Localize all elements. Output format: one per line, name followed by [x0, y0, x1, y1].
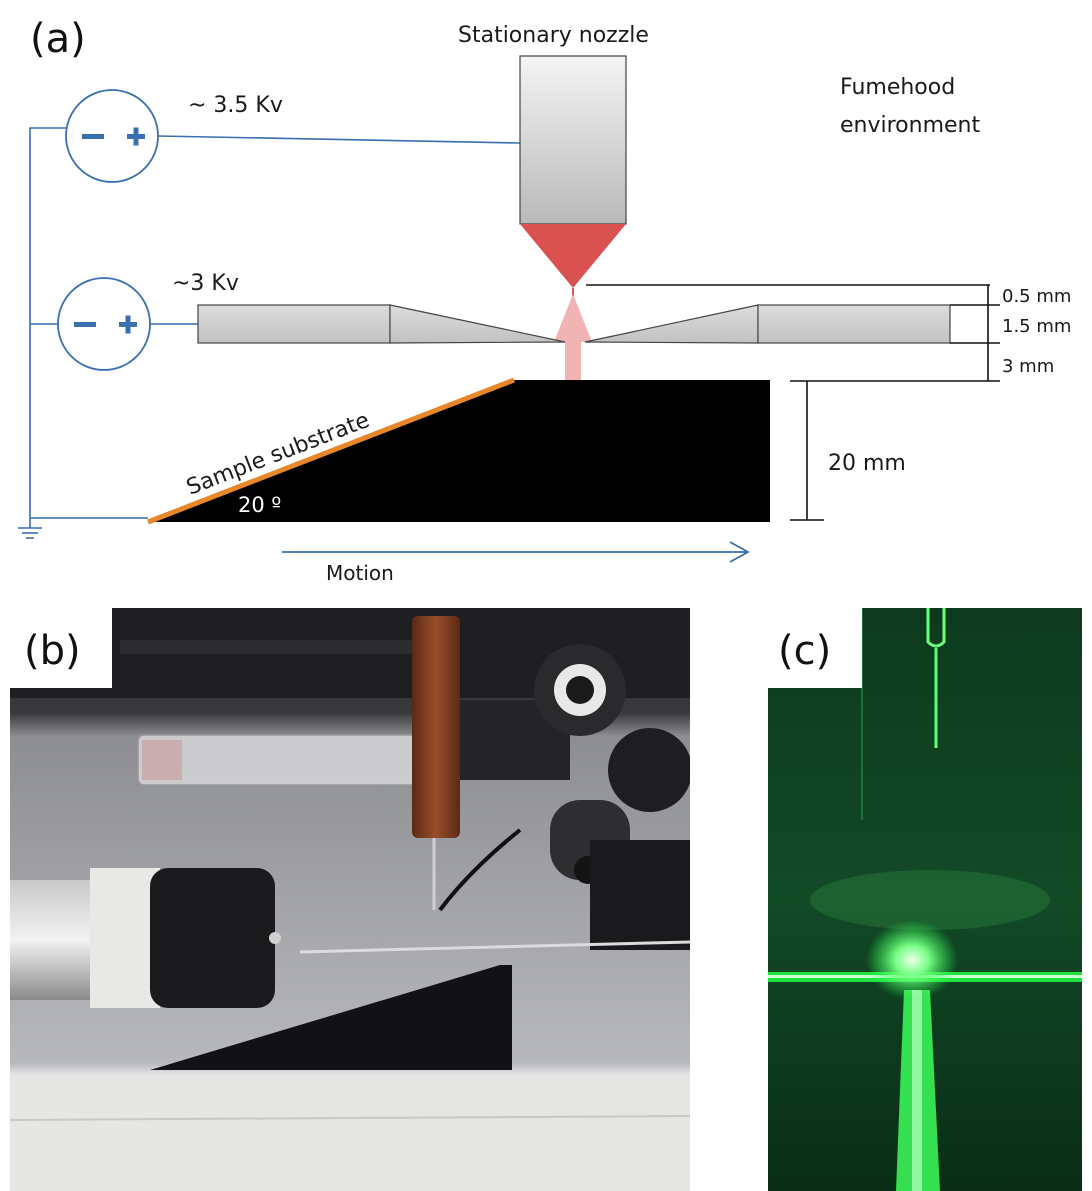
- panel-b-photo: (b): [10, 608, 690, 1191]
- supply-bottom-minus-icon: [74, 322, 96, 327]
- motion-arrow-head-icon: [729, 541, 750, 563]
- nozzle-body: [519, 55, 627, 225]
- photo-c-jet-core: [912, 990, 922, 1191]
- environment-label-line2: environment: [840, 113, 980, 138]
- supply-top-minus-icon: [82, 134, 104, 139]
- plate-left-taper: [389, 304, 566, 344]
- dim-plate-thickness: 1.5 mm: [1002, 316, 1071, 337]
- photo-b-rail: [120, 640, 420, 654]
- photo-b-knob-center: [566, 676, 594, 704]
- supply-top-nozzle-wire: [157, 135, 521, 144]
- photo-b-wedge-stage: [150, 965, 512, 1070]
- photo-b-objective-body: [10, 880, 100, 1000]
- environment-label-line1: Fumehood: [840, 75, 955, 100]
- nozzle-tip-meniscus: [520, 224, 626, 288]
- stage-wedge: [148, 380, 770, 522]
- photo-b-side-knob: [608, 728, 690, 812]
- panel-c-label-box: [768, 608, 862, 688]
- photo-b-table-edge: [10, 1115, 690, 1121]
- jet-cone: [554, 294, 592, 342]
- dim-stage-height: 20 mm: [828, 451, 906, 476]
- photo-c-needle: [926, 608, 946, 648]
- photo-b-capillary: [137, 734, 439, 786]
- supply-top-plus-icon-v: [133, 127, 139, 146]
- dim-gap-bottom: 3 mm: [1002, 356, 1054, 377]
- motion-arrow: [282, 541, 750, 563]
- ground-wire: [29, 127, 148, 519]
- ground-wiring: [18, 127, 148, 539]
- photo-b-glass-slide: [299, 940, 690, 954]
- dim-gap-top: 0.5 mm: [1002, 286, 1071, 307]
- angle-label: 20 º: [238, 493, 281, 517]
- supply-bottom-voltage: ~3 Kv: [172, 271, 239, 296]
- panel-b-label-box: [10, 608, 112, 688]
- plate-right-taper: [584, 304, 759, 344]
- supply-bottom: ~3 Kv: [57, 271, 239, 371]
- panel-b-label: (b): [24, 628, 81, 674]
- dimension-lines: [586, 284, 1000, 521]
- photo-b-wire: [438, 828, 522, 912]
- panel-a-label: (a): [30, 16, 86, 62]
- supply-top: ~ 3.5 Kv: [65, 89, 521, 183]
- panel-c-photo: (c): [768, 608, 1082, 1191]
- extractor-plate: [197, 304, 951, 344]
- photo-b-copper-nozzle: [412, 616, 460, 838]
- sample-substrate: [147, 377, 515, 525]
- panel-a: (a) ~ 3.5 Kv ~3 Kv: [18, 16, 1071, 585]
- photo-b-post: [590, 840, 690, 950]
- nozzle-label: Stationary nozzle: [458, 23, 649, 48]
- motion-label: Motion: [326, 561, 394, 585]
- panel-c-label: (c): [778, 628, 831, 674]
- photo-b-objective-lens: [150, 868, 275, 1008]
- plate-right-block: [757, 304, 951, 344]
- photo-b-objective-glint: [269, 932, 281, 944]
- plate-left-block: [197, 304, 391, 344]
- supply-top-voltage: ~ 3.5 Kv: [188, 93, 283, 118]
- photo-b-capillary-end: [142, 740, 182, 780]
- stationary-nozzle: Stationary nozzle: [458, 23, 649, 296]
- photo-b-table: [10, 1075, 690, 1191]
- supply-bottom-plus-icon-v: [125, 315, 131, 334]
- photo-c-glow: [866, 920, 958, 1000]
- photo-c-haze: [810, 870, 1050, 930]
- jet-stream: [565, 342, 581, 380]
- photo-b-objective-ring: [90, 868, 160, 1008]
